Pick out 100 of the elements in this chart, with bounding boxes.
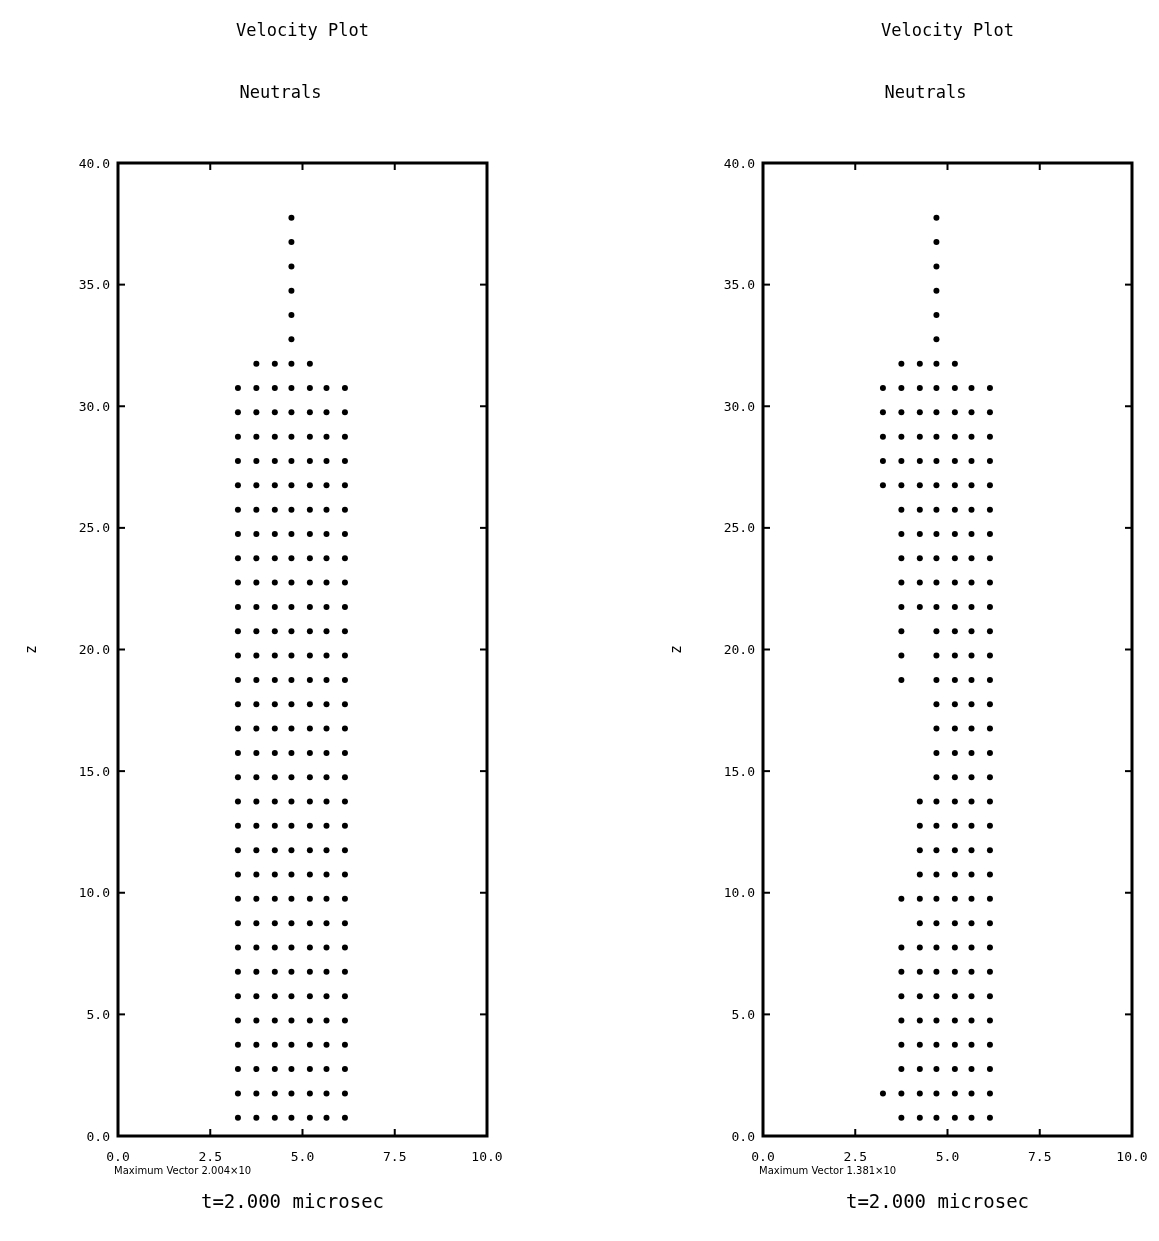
point	[271, 482, 278, 489]
point	[986, 676, 993, 683]
point	[898, 652, 905, 659]
point	[951, 530, 958, 537]
point	[341, 1017, 348, 1024]
point	[986, 1090, 993, 1097]
point	[951, 555, 958, 562]
point	[234, 433, 241, 440]
point	[933, 603, 940, 610]
point	[951, 676, 958, 683]
point	[323, 822, 330, 829]
point	[288, 360, 295, 367]
point	[271, 555, 278, 562]
point	[916, 920, 923, 927]
point	[341, 482, 348, 489]
point	[253, 774, 260, 781]
point	[898, 530, 905, 537]
x-tick-label: 10.0	[1116, 1149, 1148, 1164]
point	[323, 457, 330, 464]
point	[968, 944, 975, 951]
point	[951, 433, 958, 440]
point	[288, 433, 295, 440]
point	[933, 774, 940, 781]
point	[341, 774, 348, 781]
point	[234, 603, 241, 610]
point	[306, 725, 313, 732]
point	[253, 676, 260, 683]
point	[288, 506, 295, 513]
point	[271, 506, 278, 513]
point	[323, 530, 330, 537]
point	[968, 676, 975, 683]
point	[288, 1090, 295, 1097]
point	[933, 263, 940, 270]
point	[933, 579, 940, 586]
point	[253, 725, 260, 732]
point	[323, 798, 330, 805]
point	[271, 676, 278, 683]
point	[898, 993, 905, 1000]
point	[933, 433, 940, 440]
chart-title: Velocity Plot	[235, 20, 370, 40]
point	[898, 603, 905, 610]
point	[916, 847, 923, 854]
point	[341, 749, 348, 756]
point	[253, 944, 260, 951]
point	[234, 1066, 241, 1073]
point	[271, 457, 278, 464]
y-tick-label: 40.0	[78, 155, 110, 171]
point	[951, 895, 958, 902]
point	[916, 433, 923, 440]
point	[234, 676, 241, 683]
point	[306, 530, 313, 537]
point	[306, 993, 313, 1000]
point	[234, 506, 241, 513]
point	[986, 847, 993, 854]
point	[306, 457, 313, 464]
point	[968, 871, 975, 878]
point	[271, 652, 278, 659]
point	[306, 603, 313, 610]
point	[253, 530, 260, 537]
point	[916, 822, 923, 829]
point	[968, 798, 975, 805]
point	[986, 774, 993, 781]
point	[968, 409, 975, 416]
point	[271, 603, 278, 610]
point	[323, 701, 330, 708]
point	[271, 628, 278, 635]
point	[288, 725, 295, 732]
point	[916, 555, 923, 562]
point	[341, 968, 348, 975]
point	[951, 749, 958, 756]
point	[933, 1090, 940, 1097]
point	[968, 603, 975, 610]
point	[968, 530, 975, 537]
point	[986, 555, 993, 562]
point	[951, 822, 958, 829]
point	[933, 944, 940, 951]
point	[306, 1041, 313, 1048]
point	[253, 482, 260, 489]
point	[306, 579, 313, 586]
point	[234, 555, 241, 562]
point	[288, 847, 295, 854]
point	[933, 457, 940, 464]
point	[306, 701, 313, 708]
point	[253, 871, 260, 878]
point	[234, 944, 241, 951]
point	[986, 482, 993, 489]
point	[879, 433, 886, 440]
point	[234, 409, 241, 416]
point	[968, 1090, 975, 1097]
point	[951, 798, 958, 805]
y-tick-label: 35.0	[78, 277, 110, 293]
point	[288, 1017, 295, 1024]
point	[933, 409, 940, 416]
point	[986, 530, 993, 537]
point	[916, 895, 923, 902]
chart-title: Velocity Plot	[880, 20, 1015, 40]
x-tick-label: 2.5	[843, 1149, 867, 1164]
point	[986, 749, 993, 756]
point	[933, 385, 940, 392]
point	[323, 895, 330, 902]
